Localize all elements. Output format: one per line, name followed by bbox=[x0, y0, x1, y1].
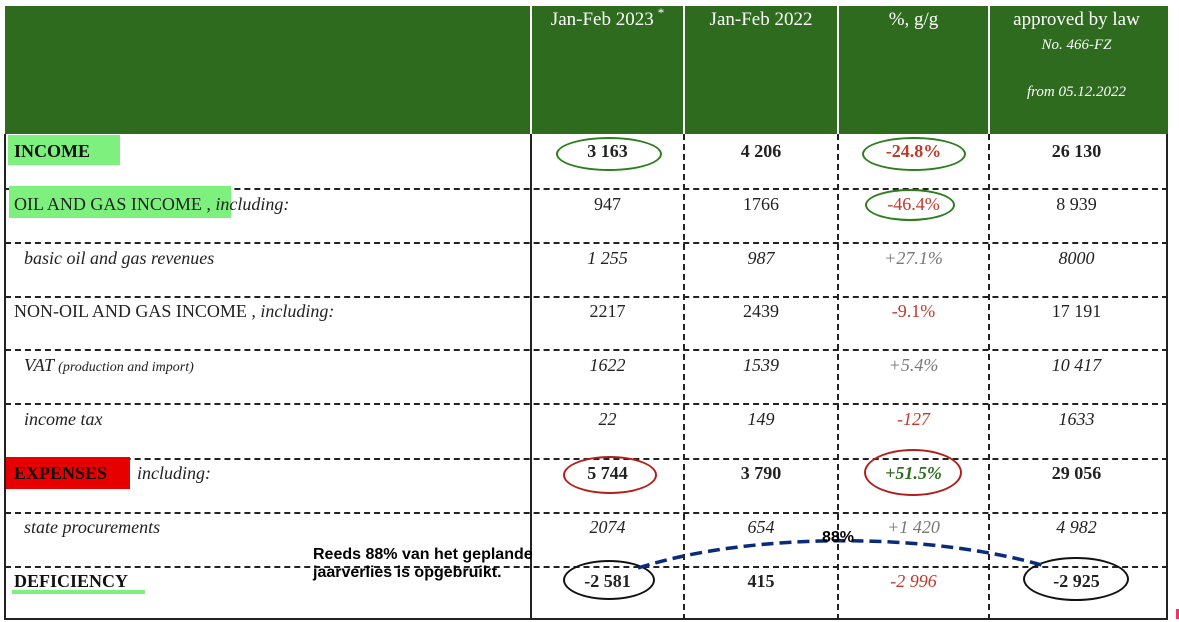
row-label-income: INCOME bbox=[14, 141, 90, 161]
basic-approved: 8000 bbox=[1058, 248, 1095, 268]
annotation-note: Reeds 88% van het geplande jaarverlies i… bbox=[313, 546, 533, 581]
oil-gas-percent-oval bbox=[865, 189, 955, 221]
non-oil-approved: 17 191 bbox=[1051, 301, 1102, 321]
row-label-non-oil-gas-income: NON-OIL AND GAS INCOME , including: bbox=[14, 301, 335, 321]
row-label-income-tax: income tax bbox=[24, 409, 103, 429]
oil-gas-jan-feb-2023: 947 bbox=[594, 194, 621, 214]
vat-percent: +5.4% bbox=[888, 355, 939, 375]
table-border-right bbox=[1166, 134, 1168, 620]
non-oil-percent: -9.1% bbox=[891, 301, 936, 321]
expenses-including: including: bbox=[137, 463, 211, 483]
procurements-percent: +1 420 bbox=[887, 517, 940, 537]
row-divider bbox=[5, 242, 1168, 244]
basic-jan-feb-2023: 1 255 bbox=[587, 248, 628, 268]
row-divider bbox=[5, 512, 1168, 514]
income-approved: 26 130 bbox=[1051, 141, 1102, 161]
non-oil-jan-feb-2022: 2439 bbox=[743, 301, 779, 321]
deficiency-jan-feb-2022: 415 bbox=[747, 571, 775, 591]
deficiency-approved-oval bbox=[1023, 557, 1129, 601]
procurements-jan-feb-2023: 2074 bbox=[589, 517, 626, 537]
row-label-basic-oil-gas: basic oil and gas revenues bbox=[24, 248, 215, 268]
deficiency-underline bbox=[12, 590, 145, 594]
oil-gas-highlight bbox=[9, 186, 231, 218]
non-oil-jan-feb-2023: 2217 bbox=[589, 301, 626, 321]
expenses-jan-feb-2022: 3 790 bbox=[740, 463, 782, 483]
header-col-jan-feb-2022: Jan-Feb 2022 bbox=[709, 9, 813, 30]
expenses-oval bbox=[563, 456, 657, 494]
income-tax-jan-feb-2023: 22 bbox=[598, 409, 617, 429]
procurements-approved: 4 982 bbox=[1056, 517, 1097, 537]
deficiency-percent: -2 996 bbox=[890, 571, 937, 591]
column-divider bbox=[683, 134, 685, 620]
income-tax-jan-feb-2022: 149 bbox=[747, 409, 775, 429]
arc-label: 88% bbox=[822, 529, 855, 546]
basic-percent: +27.1% bbox=[884, 248, 943, 268]
vat-approved: 10 417 bbox=[1051, 355, 1102, 375]
header-divider bbox=[683, 6, 685, 134]
expenses-highlight bbox=[6, 457, 130, 489]
income-tax-approved: 1633 bbox=[1058, 409, 1095, 429]
header-col-approved-by-law: approved by law No. 466-FZ from 05.12.20… bbox=[1013, 9, 1140, 100]
row-label-expenses: EXPENSES bbox=[14, 463, 108, 483]
table-border-bottom bbox=[5, 618, 1168, 620]
income-percent-oval bbox=[862, 137, 966, 171]
income-jan-feb-2022: 4 206 bbox=[740, 141, 782, 161]
edge-mark bbox=[1176, 609, 1179, 619]
row-divider bbox=[5, 403, 1168, 405]
vat-jan-feb-2022: 1539 bbox=[743, 355, 779, 375]
table-header bbox=[5, 6, 1168, 134]
row-label-oil-gas-income: OIL AND GAS INCOME , including: bbox=[14, 194, 290, 214]
table-border-left bbox=[4, 134, 6, 620]
header-col-percent: %, g/g bbox=[888, 9, 939, 30]
income-oval bbox=[556, 137, 662, 171]
expenses-percent-oval bbox=[864, 449, 962, 496]
row-divider bbox=[5, 296, 1168, 298]
header-col-jan-feb-2023: Jan-Feb 2023 * bbox=[550, 5, 665, 30]
oil-gas-jan-feb-2022: 1766 bbox=[743, 194, 779, 214]
row-divider bbox=[5, 349, 1168, 351]
header-divider bbox=[988, 6, 990, 134]
income-tax-percent: -127 bbox=[897, 409, 930, 429]
column-divider bbox=[988, 134, 990, 620]
header-divider bbox=[530, 6, 532, 134]
deficiency-oval bbox=[563, 560, 655, 600]
income-highlight bbox=[8, 135, 120, 165]
column-divider bbox=[530, 134, 532, 620]
column-divider bbox=[837, 134, 839, 620]
row-label-vat: VAT (production and import) bbox=[24, 355, 194, 375]
row-label-deficiency: DEFICIENCY bbox=[14, 571, 129, 591]
row-label-state-procurements: state procurements bbox=[24, 517, 161, 537]
expenses-approved: 29 056 bbox=[1051, 463, 1102, 483]
oil-gas-approved: 8 939 bbox=[1056, 194, 1097, 214]
vat-jan-feb-2023: 1622 bbox=[589, 355, 626, 375]
row-divider bbox=[5, 188, 1168, 190]
header-divider bbox=[837, 6, 839, 134]
basic-jan-feb-2022: 987 bbox=[747, 248, 775, 268]
procurements-jan-feb-2022: 654 bbox=[747, 517, 775, 537]
